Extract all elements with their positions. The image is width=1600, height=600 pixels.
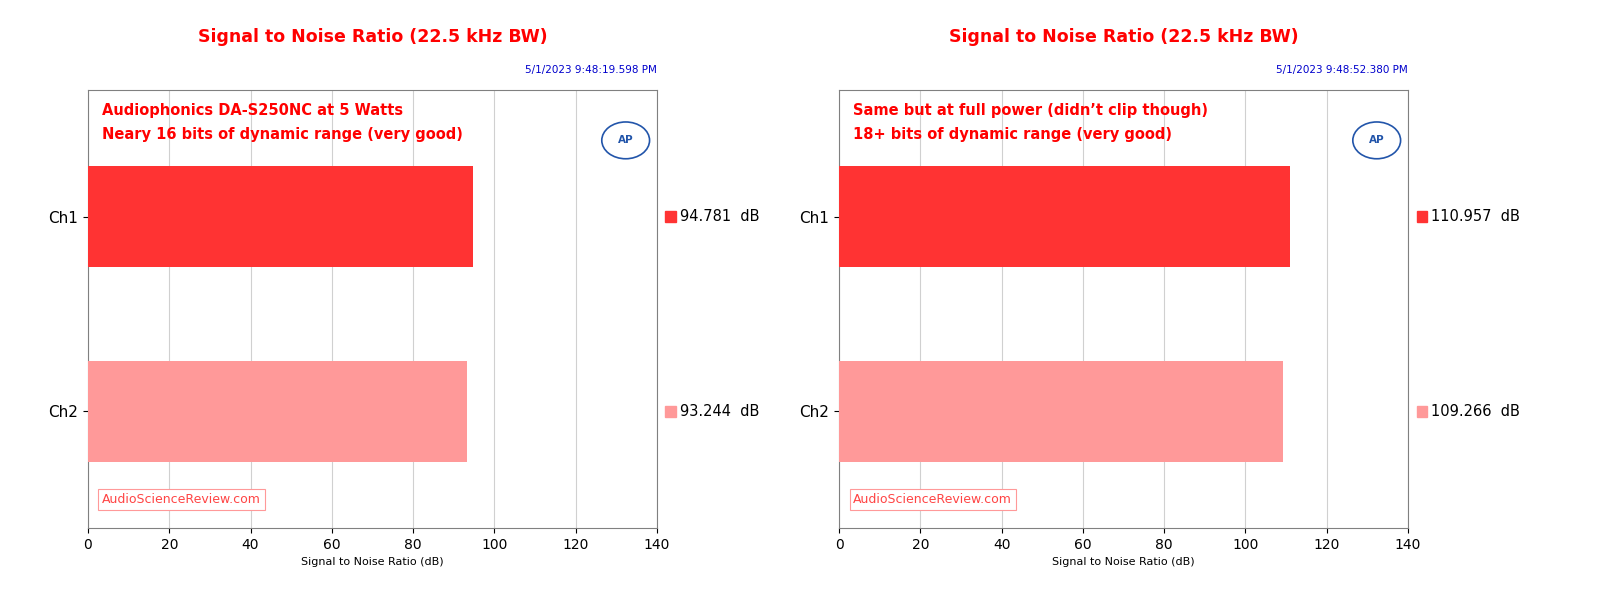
Text: Signal to Noise Ratio (22.5 kHz BW): Signal to Noise Ratio (22.5 kHz BW) [949, 28, 1298, 46]
Bar [838, 361, 1283, 462]
Text: Audiophonics DA-S250NC at 5 Watts
Neary 16 bits of dynamic range (very good): Audiophonics DA-S250NC at 5 Watts Neary … [102, 103, 462, 142]
Text: AudioScienceReview.com: AudioScienceReview.com [853, 493, 1013, 506]
Text: Signal to Noise Ratio (22.5 kHz BW): Signal to Noise Ratio (22.5 kHz BW) [198, 28, 547, 46]
Text: 109.266  dB: 109.266 dB [1432, 404, 1520, 419]
Text: AP: AP [1370, 136, 1384, 145]
Text: AudioScienceReview.com: AudioScienceReview.com [102, 493, 261, 506]
FancyBboxPatch shape [1416, 406, 1427, 416]
X-axis label: Signal to Noise Ratio (dB): Signal to Noise Ratio (dB) [1053, 557, 1195, 567]
Circle shape [1354, 122, 1400, 159]
Circle shape [602, 122, 650, 159]
Text: Same but at full power (didn’t clip though)
18+ bits of dynamic range (very good: Same but at full power (didn’t clip thou… [853, 103, 1208, 142]
Text: AP: AP [618, 136, 634, 145]
X-axis label: Signal to Noise Ratio (dB): Signal to Noise Ratio (dB) [301, 557, 443, 567]
FancyBboxPatch shape [1416, 211, 1427, 222]
Text: 110.957  dB: 110.957 dB [1432, 209, 1520, 224]
Bar [88, 361, 467, 462]
Bar [88, 166, 474, 267]
Text: 93.244  dB: 93.244 dB [680, 404, 760, 419]
Bar [838, 166, 1290, 267]
Text: 94.781  dB: 94.781 dB [680, 209, 760, 224]
FancyBboxPatch shape [666, 211, 675, 222]
FancyBboxPatch shape [666, 406, 675, 416]
Text: 5/1/2023 9:48:19.598 PM: 5/1/2023 9:48:19.598 PM [525, 65, 658, 74]
Text: 5/1/2023 9:48:52.380 PM: 5/1/2023 9:48:52.380 PM [1277, 65, 1408, 74]
